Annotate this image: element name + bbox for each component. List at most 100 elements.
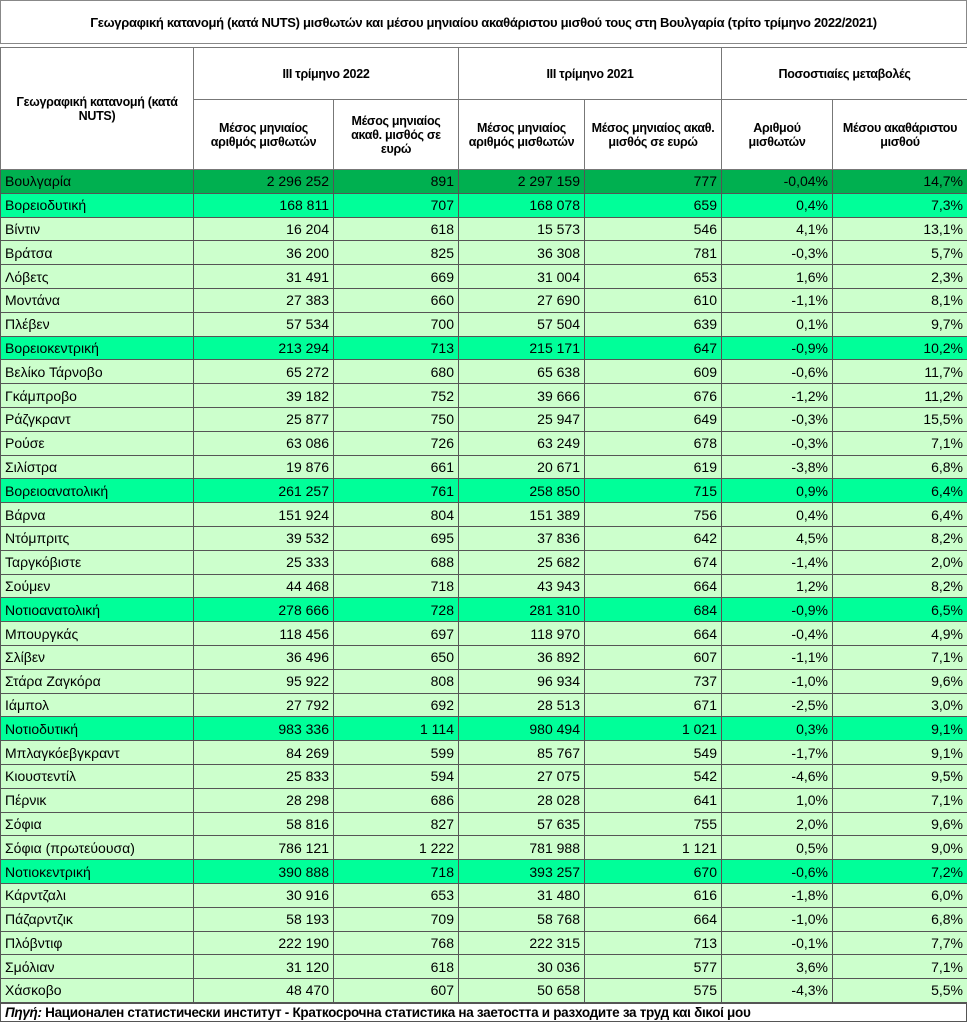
value-cell: 9,6%	[831, 668, 967, 694]
value-cell: 58 193	[193, 906, 334, 932]
district-row: Ιάμπολ 27 792 692 28 513 671 -2,5% 3,0%	[0, 692, 967, 718]
district-row: Σούμεν 44 468 718 43 943 664 1,2% 8,2%	[0, 573, 967, 599]
value-cell: 50 658	[458, 978, 585, 1003]
value-cell: 594	[333, 763, 459, 789]
value-cell: 752	[333, 383, 459, 408]
value-cell: 726	[333, 430, 459, 456]
value-cell: 7,1%	[831, 787, 967, 813]
value-cell: 891	[333, 169, 459, 194]
district-row: Μπλαγκόεβγκραντ 84 269 599 85 767 549 -1,7% 9,…	[0, 740, 967, 765]
region-row: Νοτιοανατολική 278 666 728 281 310 684 -0,9% 6…	[0, 597, 967, 623]
district-row: Μοντάνα 27 383 660 27 690 610 -1,1% 8,1%	[0, 287, 967, 313]
region-name-cell: Νοτιοδυτική	[0, 716, 194, 742]
value-cell: 151 389	[458, 502, 585, 527]
value-cell: 688	[333, 549, 459, 575]
value-cell: 30 916	[193, 882, 334, 908]
value-cell: 653	[333, 882, 459, 908]
region-name-cell: Χάσκοβο	[0, 978, 194, 1003]
value-cell: 3,6%	[721, 954, 833, 980]
value-cell: 664	[584, 906, 722, 932]
value-cell: 31 491	[193, 264, 334, 289]
value-cell: 3,0%	[831, 692, 967, 718]
value-cell: 85 767	[458, 740, 585, 765]
region-name-cell: Κιουστεντίλ	[0, 763, 194, 789]
value-cell: 718	[333, 573, 459, 599]
region-name-cell: Σλίβεν	[0, 644, 194, 670]
district-row: Μπουργκάς 118 456 697 118 970 664 -0,4% 4,9%	[0, 621, 967, 646]
value-cell: -0,3%	[721, 430, 833, 456]
value-cell: 31 120	[193, 954, 334, 980]
value-cell: -1,0%	[721, 906, 833, 932]
district-row: Κάρντζαλι 30 916 653 31 480 616 -1,8% 6,0%	[0, 882, 967, 908]
value-cell: 20 671	[458, 454, 585, 480]
value-cell: -1,0%	[721, 668, 833, 694]
value-cell: 804	[333, 502, 459, 527]
value-cell: 5,5%	[831, 978, 967, 1003]
value-cell: 676	[584, 383, 722, 408]
value-cell: 671	[584, 692, 722, 718]
value-cell: 827	[333, 811, 459, 837]
value-cell: 2 296 252	[193, 169, 334, 194]
district-row: Σλίβεν 36 496 650 36 892 607 -1,1% 7,1%	[0, 644, 967, 670]
value-cell: 7,1%	[831, 430, 967, 456]
value-cell: 6,5%	[831, 597, 967, 623]
value-cell: 39 532	[193, 525, 334, 551]
value-cell: 9,5%	[831, 763, 967, 789]
value-cell: 542	[584, 763, 722, 789]
value-cell: 2,0%	[831, 549, 967, 575]
value-cell: 1,2%	[721, 573, 833, 599]
value-cell: -4,3%	[721, 978, 833, 1003]
value-cell: 25 333	[193, 549, 334, 575]
value-cell: 281 310	[458, 597, 585, 623]
value-cell: 686	[333, 787, 459, 813]
value-cell: 27 075	[458, 763, 585, 789]
value-cell: 781 988	[458, 835, 585, 861]
value-cell: 63 086	[193, 430, 334, 456]
value-cell: 96 934	[458, 668, 585, 694]
district-row: Ρούσε 63 086 726 63 249 678 -0,3% 7,1%	[0, 430, 967, 456]
value-cell: 151 924	[193, 502, 334, 527]
value-cell: 37 836	[458, 525, 585, 551]
value-cell: 58 816	[193, 811, 334, 837]
value-cell: 9,0%	[831, 835, 967, 861]
value-cell: 618	[333, 954, 459, 980]
value-cell: 36 892	[458, 644, 585, 670]
value-cell: 36 308	[458, 240, 585, 266]
value-cell: 7,7%	[831, 930, 967, 956]
source-text: Национален статистически институт - Крат…	[41, 1004, 751, 1020]
value-cell: 768	[333, 930, 459, 956]
district-row: Ντόμπριτς 39 532 695 37 836 642 4,5% 8,2%	[0, 525, 967, 551]
value-cell: 48 470	[193, 978, 334, 1003]
value-cell: 58 768	[458, 906, 585, 932]
value-cell: 616	[584, 882, 722, 908]
value-cell: 84 269	[193, 740, 334, 765]
value-cell: 278 666	[193, 597, 334, 623]
value-cell: 10,2%	[831, 335, 967, 361]
subheader: Αριθμού μισθωτών	[721, 99, 833, 170]
value-cell: 664	[584, 573, 722, 599]
value-cell: 16 204	[193, 216, 334, 242]
value-cell: 6,0%	[831, 882, 967, 908]
value-cell: 11,2%	[831, 383, 967, 408]
value-cell: -0,6%	[721, 359, 833, 385]
value-cell: 63 249	[458, 430, 585, 456]
district-row: Σόφια 58 816 827 57 635 755 2,0% 9,6%	[0, 811, 967, 837]
district-row: Βίντιν 16 204 618 15 573 546 4,1% 13,1%	[0, 216, 967, 242]
region-name-cell: Βάρνα	[0, 502, 194, 527]
value-cell: 11,7%	[831, 359, 967, 385]
value-cell: 700	[333, 311, 459, 337]
value-cell: 0,4%	[721, 502, 833, 527]
value-cell: 549	[584, 740, 722, 765]
value-cell: 8,2%	[831, 573, 967, 599]
header-geo: Γεωγραφική κατανομή (κατά NUTS)	[0, 47, 194, 170]
value-cell: 95 922	[193, 668, 334, 694]
value-cell: 607	[584, 644, 722, 670]
region-name-cell: Γκάμπροβο	[0, 383, 194, 408]
header-pct-changes: Ποσοστιαίες μεταβολές	[720, 47, 967, 100]
total-row: Βουλγαρία 2 296 252 891 2 297 159 777 -0,04% 1…	[0, 169, 967, 194]
region-row: Νοτιοκεντρική 390 888 718 393 257 670 -0,6% 7,…	[0, 859, 967, 884]
value-cell: 9,1%	[831, 740, 967, 765]
value-cell: 692	[333, 692, 459, 718]
value-cell: 713	[584, 930, 722, 956]
